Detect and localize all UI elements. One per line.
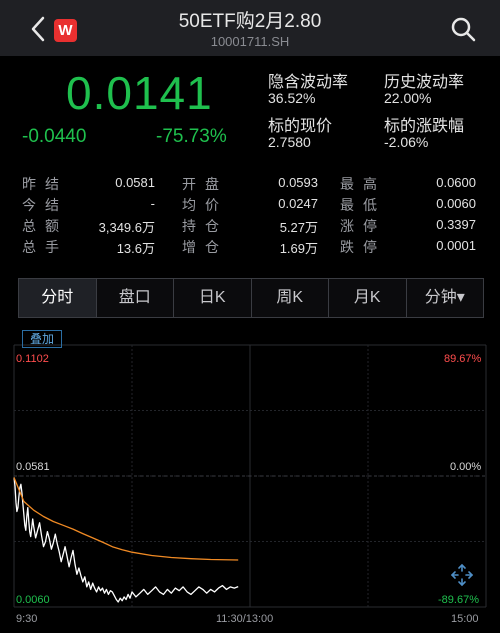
- x-axis-label-open: 9:30: [16, 613, 38, 625]
- implied-vol-label: 隐含波动率: [268, 74, 349, 91]
- x-axis-label-midday: 11:30/13:00: [216, 613, 274, 625]
- stat-value: 13.6万: [116, 241, 155, 256]
- chart-tabs: 分时 盘口 日K 周K 月K 分钟▾: [18, 278, 484, 318]
- stat-value: 0.0600: [436, 175, 476, 190]
- stat-value: 0.0593: [278, 175, 318, 190]
- stat-label: 总额: [22, 218, 68, 234]
- security-code: 10001711.SH: [210, 34, 290, 49]
- stat-value: 0.3397: [436, 217, 476, 232]
- stat-value: -: [150, 196, 155, 211]
- x-axis-label-close: 15:00: [451, 613, 479, 625]
- intraday-chart[interactable]: [0, 322, 500, 633]
- y-axis-mid-label: 0.0581: [16, 461, 50, 473]
- stat-label: 均价: [182, 197, 228, 213]
- stat-label: 持仓: [182, 218, 228, 234]
- average-price-series-line: [13, 477, 239, 561]
- stat-value: 1.69万: [279, 241, 318, 256]
- stat-label: 跌停: [340, 239, 386, 255]
- back-chevron-icon[interactable]: [26, 14, 52, 44]
- underlying-price-label: 标的现价: [268, 118, 333, 135]
- stat-label: 昨结: [22, 176, 68, 192]
- tab-minute-k[interactable]: 分钟▾: [424, 289, 465, 306]
- tab-monthly-k[interactable]: 月K: [329, 279, 407, 317]
- stat-label: 最高: [340, 176, 386, 192]
- stat-label: 最低: [340, 197, 386, 213]
- tab-intraday[interactable]: 分时: [19, 279, 97, 317]
- tab-orderbook[interactable]: 盘口: [97, 279, 174, 317]
- underlying-change-value: -2.06%: [384, 134, 429, 150]
- stat-label: 开盘: [182, 176, 228, 192]
- expand-icon[interactable]: [449, 562, 475, 588]
- price-change-percent: -75.73%: [156, 126, 227, 147]
- underlying-price-value: 2.7580: [268, 134, 311, 150]
- last-price: 0.0141: [66, 67, 213, 119]
- pct-axis-top-label: 89.67%: [444, 353, 482, 365]
- stat-label: 增仓: [182, 239, 228, 255]
- price-change: -0.0440: [22, 126, 87, 147]
- page-title: 50ETF购2月2.80: [178, 11, 322, 32]
- stat-label: 总手: [22, 239, 68, 255]
- stat-value: 0.0060: [436, 196, 476, 211]
- stat-label: 今结: [22, 197, 68, 213]
- price-series-line: [13, 477, 239, 603]
- stat-value: 5.27万: [279, 220, 318, 235]
- stat-value: 3,349.6万: [98, 220, 155, 235]
- y-axis-bottom-label: 0.0060: [16, 594, 50, 606]
- stat-value: 0.0581: [115, 175, 155, 190]
- hist-vol-value: 22.00%: [384, 90, 432, 106]
- stat-value: 0.0001: [436, 238, 476, 253]
- y-axis-top-label: 0.1102: [16, 353, 49, 365]
- hist-vol-label: 历史波动率: [384, 74, 465, 91]
- search-icon[interactable]: [450, 16, 476, 42]
- tab-daily-k[interactable]: 日K: [174, 279, 252, 317]
- overlay-button[interactable]: 叠加: [22, 330, 62, 348]
- app-logo-icon: W: [54, 19, 77, 42]
- underlying-change-label: 标的涨跌幅: [384, 118, 465, 135]
- stat-value: 0.0247: [278, 196, 318, 211]
- header-bar: W 50ETF购2月2.80 10001711.SH: [0, 0, 500, 56]
- pct-axis-mid-label: 0.00%: [450, 461, 482, 473]
- stat-label: 涨停: [340, 218, 386, 234]
- pct-axis-bottom-label: -89.67%: [438, 594, 479, 606]
- tab-weekly-k[interactable]: 周K: [252, 279, 329, 317]
- implied-vol-value: 36.52%: [268, 90, 316, 106]
